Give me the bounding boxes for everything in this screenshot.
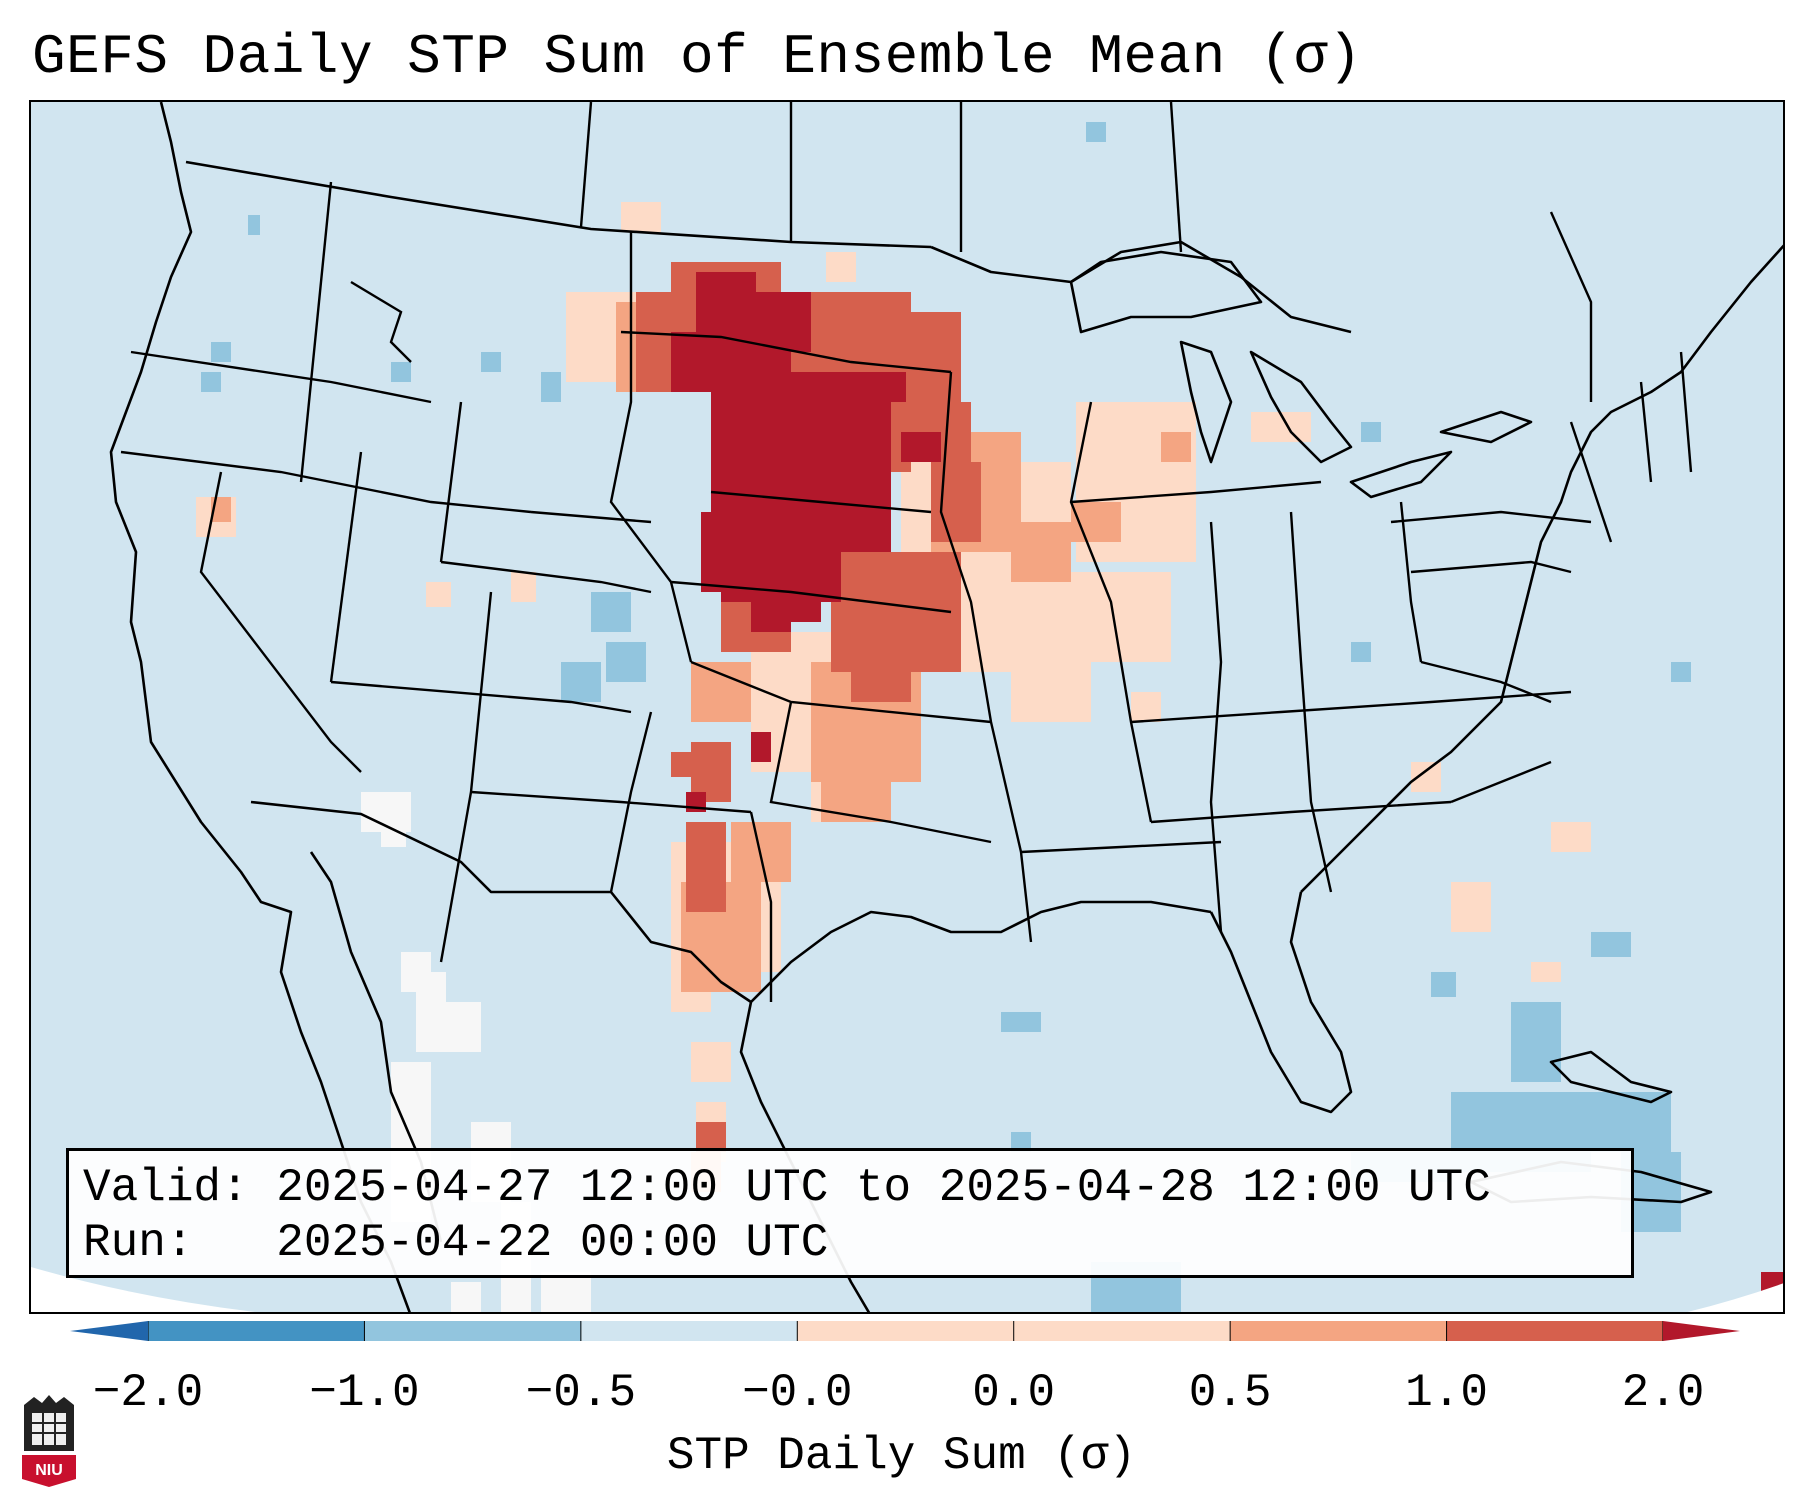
border-tn-ms-al-ga	[1150, 800, 1452, 824]
border-or-ca-nv	[120, 450, 532, 514]
border-nd-sd	[620, 330, 952, 374]
border-or-wa	[130, 350, 432, 404]
border-alberta-bc	[579, 102, 593, 228]
colorbar-tick-label: 0.5	[1188, 1367, 1272, 1419]
colorbar-tick-label: 1.0	[1405, 1367, 1488, 1419]
logo-shield	[22, 1455, 76, 1487]
florida-coastline	[1209, 891, 1353, 1114]
border-va-nc	[1420, 660, 1552, 704]
pacific-coastline	[109, 102, 411, 1312]
border-ca-nv	[199, 471, 362, 773]
colorbar-tick-label: 2.0	[1621, 1367, 1705, 1419]
state-borders	[120, 102, 1693, 1002]
border-il-in-ms-al	[1209, 521, 1223, 933]
logo-tower-window	[32, 1413, 66, 1445]
lake-superior	[1069, 250, 1263, 334]
border-pa-md	[1410, 560, 1572, 574]
validity-info-box: Valid: 2025-04-27 12:00 UTC to 2025-04-2…	[66, 1148, 1634, 1278]
colorbar-segment	[580, 1321, 798, 1341]
anomaly-field	[196, 122, 1783, 1312]
logo-tower-grid	[32, 1413, 66, 1445]
border-co-nm	[470, 790, 752, 814]
border-ok-tx	[769, 701, 992, 844]
atlantic-coastline	[1300, 244, 1783, 893]
run-value: 2025-04-22 00:00 UTC	[276, 1217, 829, 1269]
lake-erie	[1349, 450, 1453, 499]
lake-ontario	[1439, 410, 1533, 444]
border-ny-pa	[1390, 510, 1592, 524]
colorbar-tick-label: −0.5	[525, 1367, 637, 1419]
colorbar-segment	[364, 1321, 582, 1341]
border-az-nm	[609, 711, 653, 893]
border-ny-new-england	[1569, 421, 1613, 543]
colorbar-tick-label: 0.0	[972, 1367, 1056, 1419]
colorbar-segment	[1013, 1321, 1231, 1341]
border-nm-tx	[749, 811, 773, 1002]
colorbar-extend-right	[1663, 1321, 1740, 1341]
colorbar-tick-label: −2.0	[92, 1367, 204, 1419]
colorbar-label: STP Daily Sum (σ)	[666, 1430, 1137, 1482]
canada-border-west	[185, 160, 932, 249]
colorbar-segments	[147, 1321, 1664, 1341]
bahamas-outline	[1549, 1050, 1673, 1104]
border-wy-west	[439, 401, 463, 563]
lake-huron	[1249, 350, 1353, 464]
valid-value: 2025-04-27 12:00 UTC to 2025-04-28 12:00…	[276, 1162, 1491, 1214]
border-ontario-manitoba	[1169, 102, 1183, 253]
colorbar-segment	[1446, 1321, 1664, 1341]
strong-positive-patches	[671, 272, 1783, 1312]
border-az-ut	[330, 680, 632, 714]
valid-label: Valid:	[83, 1162, 249, 1214]
stp-anomaly-map	[31, 102, 1783, 1312]
border-id-mt	[350, 280, 412, 363]
border-oh-pa-wv	[1399, 501, 1423, 663]
border-wy-co	[440, 560, 652, 594]
colorbar-segment	[797, 1321, 1015, 1341]
colorbar	[70, 1321, 1740, 1341]
border-mt-nd	[609, 232, 693, 663]
colorbar-segment	[1230, 1321, 1448, 1341]
border-ut-wy	[530, 510, 652, 524]
colorbar-extend-left	[70, 1321, 148, 1341]
border-mn-ia-mo-ar	[939, 371, 1033, 943]
border-vt-nh	[1639, 381, 1653, 483]
colorbar-tick-label: −0.0	[742, 1367, 853, 1419]
border-nv-ut	[329, 451, 363, 683]
map-edge-blank	[31, 1267, 256, 1312]
map-edge-blank-right	[1687, 1283, 1783, 1312]
border-ky-tn	[1130, 690, 1572, 724]
map-panel	[29, 100, 1785, 1314]
border-in-oh-al-ga	[1289, 511, 1333, 893]
run-line: Run: 2025-04-22 00:00 UTC	[83, 1216, 1617, 1271]
colorbar-tick-label: −1.0	[309, 1367, 420, 1419]
border-id-west	[299, 181, 333, 483]
niu-logo: NIU	[22, 1395, 76, 1487]
border-sd-ne	[710, 490, 932, 514]
canada-border-lakes	[930, 240, 1352, 334]
border-ar-la	[1020, 840, 1222, 854]
logo-text: NIU	[35, 1462, 63, 1479]
border-nh-me	[1679, 351, 1693, 473]
border-ut-co	[439, 591, 493, 963]
map-title: GEFS Daily STP Sum of Ensemble Mean (σ)	[32, 25, 1363, 89]
border-ia-il-in	[1070, 480, 1322, 504]
valid-line: Valid: 2025-04-27 12:00 UTC to 2025-04-2…	[83, 1161, 1617, 1216]
border-wi-il	[1069, 401, 1153, 823]
colorbar-segment	[148, 1321, 365, 1341]
run-label: Run:	[83, 1217, 194, 1269]
border-quebec	[1549, 211, 1593, 402]
border-ne-ks	[670, 580, 952, 614]
border-nc-sc	[1450, 760, 1552, 804]
lake-michigan	[1179, 340, 1233, 464]
